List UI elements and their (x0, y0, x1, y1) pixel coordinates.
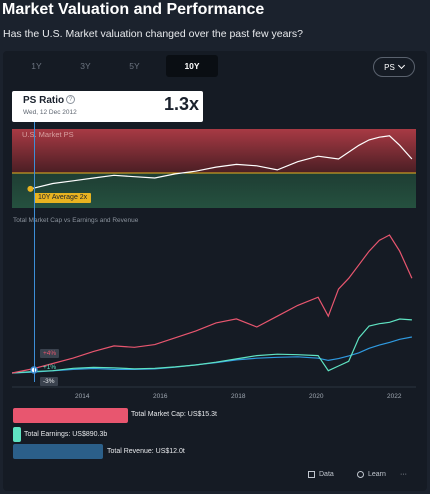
overvalued-zone (12, 129, 416, 173)
metric-select[interactable]: PS (373, 57, 415, 77)
data-button-label: Data (319, 471, 334, 478)
x-tick-label: 2014 (75, 393, 90, 400)
tab-10y[interactable]: 10Y (166, 55, 218, 77)
ps-ratio-line (30, 135, 413, 190)
tab-1y[interactable]: 1Y (31, 61, 42, 71)
page-title: Market Valuation and Performance (2, 1, 265, 18)
learn-button-label: Learn (368, 471, 386, 478)
data-button[interactable]: Data (308, 471, 334, 478)
tab-5y[interactable]: 5Y (129, 61, 140, 71)
market-cap-legend-label: Total Market Cap: US$15.3t (131, 411, 217, 418)
ps-ratio-chart (12, 129, 416, 208)
market-cap-line (12, 234, 413, 374)
ps-cursor-dot (27, 185, 34, 192)
more-icon: ··· (400, 471, 407, 478)
chevron-down-icon (397, 61, 405, 70)
period-tabs: 1Y 3Y 5Y 10Y (12, 55, 218, 77)
tooltip-value: 1.3x (163, 94, 199, 114)
metric-select-value: PS (384, 62, 395, 72)
help-icon[interactable]: ? (66, 95, 75, 104)
info-icon (357, 471, 364, 478)
x-tick-label: 2022 (387, 393, 402, 400)
revenue-change-tag: -3% (40, 377, 58, 386)
earnings-legend-bar (13, 427, 21, 442)
table-icon (308, 471, 315, 478)
ps-band-label: U.S. Market PS (22, 130, 74, 139)
x-tick-label: 2016 (153, 393, 168, 400)
revenue-legend-bar (13, 444, 103, 459)
page-subtitle: Has the U.S. Market valuation changed ov… (3, 28, 303, 40)
market-cap-legend-bar (13, 408, 128, 423)
earnings-legend-label: Total Earnings: US$890.3b (24, 431, 108, 438)
section-label: Total Market Cap vs Earnings and Revenue (13, 217, 139, 224)
revenue-line (12, 336, 413, 374)
average-tag: 10Y Average 2x (34, 193, 92, 203)
x-tick-label: 2018 (231, 393, 246, 400)
earnings-line (12, 318, 412, 374)
cursor-line (34, 120, 35, 382)
tab-3y[interactable]: 3Y (80, 61, 91, 71)
x-tick-label: 2020 (309, 393, 324, 400)
tooltip-label: PS Ratio (23, 95, 65, 106)
market-cap-chart (12, 234, 416, 388)
ps-ratio-tooltip: PS Ratio ? Wed, 12 Dec 2012 1.3x (12, 91, 203, 122)
earnings-change-tag: +1% (43, 364, 57, 371)
tooltip-date: Wed, 12 Dec 2012 (23, 109, 77, 116)
more-button[interactable]: ··· (400, 471, 407, 478)
revenue-legend-label: Total Revenue: US$12.0t (107, 448, 185, 455)
market-cap-change-tag: +4% (40, 349, 60, 358)
learn-button[interactable]: Learn (357, 471, 386, 478)
